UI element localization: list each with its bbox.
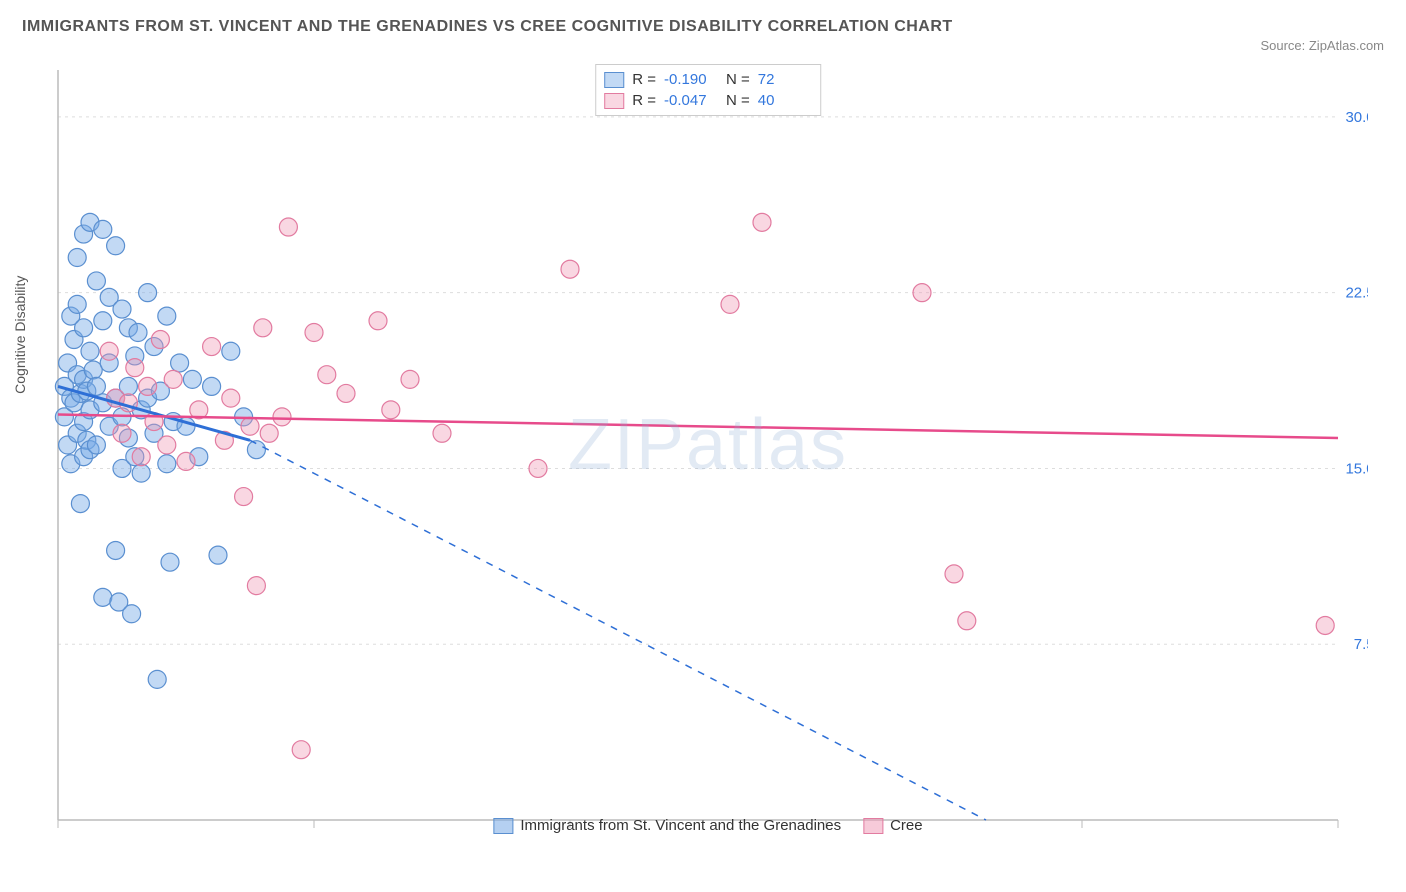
stat-n-value: 40 bbox=[758, 92, 812, 109]
y-axis-label: Cognitive Disability bbox=[12, 276, 28, 394]
stat-r-value: -0.190 bbox=[664, 71, 718, 88]
legend-stat-row: R = -0.190 N = 72 bbox=[604, 69, 812, 90]
legend-stat-row: R = -0.047 N = 40 bbox=[604, 90, 812, 111]
stat-n-value: 72 bbox=[758, 71, 812, 88]
scatter-plot-svg: 7.5%15.0%22.5%30.0%0.0%20.0% bbox=[48, 60, 1368, 830]
svg-text:30.0%: 30.0% bbox=[1345, 109, 1368, 126]
legend-item-label: Immigrants from St. Vincent and the Gren… bbox=[520, 817, 841, 834]
svg-text:7.5%: 7.5% bbox=[1354, 636, 1368, 653]
legend-swatch-icon bbox=[493, 818, 513, 834]
stat-n-label: N = bbox=[726, 71, 750, 88]
stat-r-value: -0.047 bbox=[664, 92, 718, 109]
chart-container: Cognitive Disability 7.5%15.0%22.5%30.0%… bbox=[48, 60, 1368, 830]
source-attribution: Source: ZipAtlas.com bbox=[1260, 38, 1384, 53]
chart-title: IMMIGRANTS FROM ST. VINCENT AND THE GREN… bbox=[22, 18, 953, 36]
stat-n-label: N = bbox=[726, 92, 750, 109]
svg-text:22.5%: 22.5% bbox=[1345, 285, 1368, 302]
legend-swatch-icon bbox=[863, 818, 883, 834]
legend-item: Cree bbox=[863, 817, 923, 834]
stat-r-label: R = bbox=[632, 92, 656, 109]
svg-text:15.0%: 15.0% bbox=[1345, 460, 1368, 477]
legend-stats-box: R = -0.190 N = 72 R = -0.047 N = 40 bbox=[595, 64, 821, 116]
stat-r-label: R = bbox=[632, 71, 656, 88]
legend-bottom: Immigrants from St. Vincent and the Gren… bbox=[493, 817, 922, 834]
legend-swatch-icon bbox=[604, 93, 624, 109]
legend-swatch-icon bbox=[604, 72, 624, 88]
legend-item-label: Cree bbox=[890, 817, 923, 834]
legend-item: Immigrants from St. Vincent and the Gren… bbox=[493, 817, 841, 834]
